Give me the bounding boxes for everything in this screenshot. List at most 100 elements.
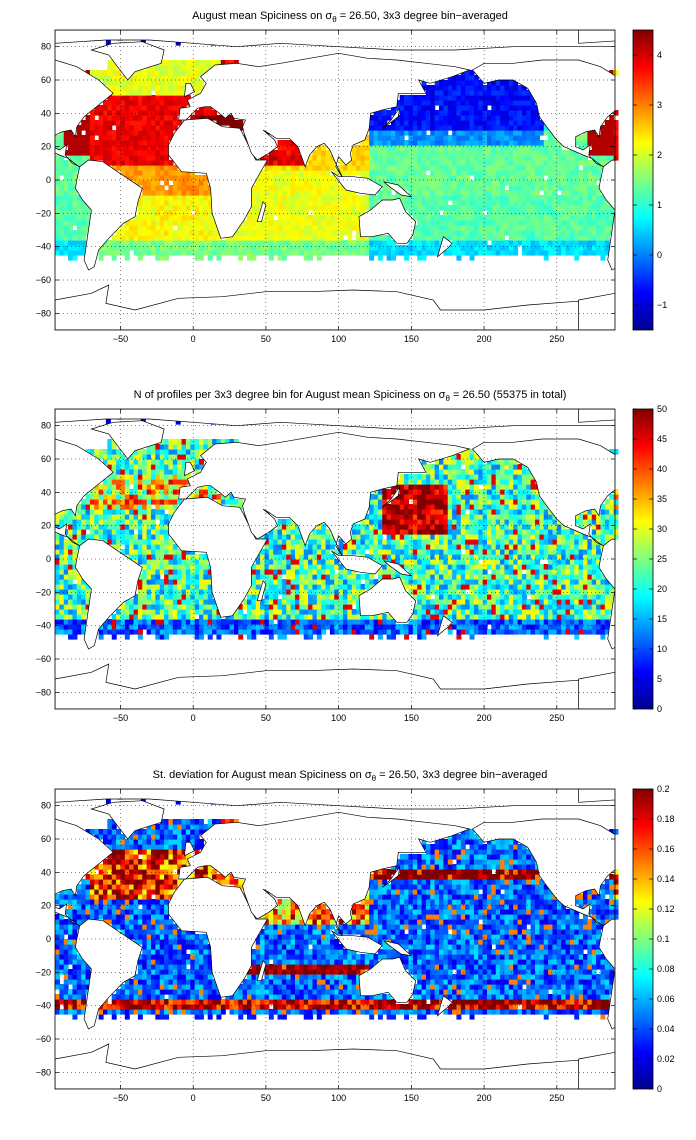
colorbar-tick-label: −1 (657, 300, 667, 310)
heatmap-cell (591, 584, 597, 590)
heatmap-cell (120, 80, 126, 86)
heatmap-cell (225, 120, 231, 126)
heatmap-cell (277, 634, 283, 640)
heatmap-cell (434, 170, 440, 176)
heatmap-cell (412, 160, 418, 166)
heatmap-cell (482, 95, 488, 101)
heatmap-cell (286, 574, 292, 580)
heatmap-cell (295, 629, 300, 635)
heatmap-cell (535, 205, 540, 211)
heatmap-cell (604, 609, 610, 615)
heatmap-cell (543, 599, 549, 605)
heatmap-cell (469, 135, 475, 141)
heatmap-cell (548, 180, 554, 186)
heatmap-cell (482, 130, 488, 136)
heatmap-cell (578, 135, 584, 141)
heatmap-cell (181, 70, 187, 76)
heatmap-cell (111, 235, 117, 241)
heatmap-cell (264, 225, 270, 231)
heatmap-cell (508, 165, 514, 171)
y-tick-label: 80 (41, 42, 51, 52)
heatmap-cell (399, 150, 405, 156)
heatmap-cell (116, 165, 122, 171)
heatmap-cell (151, 160, 156, 166)
heatmap-cell (151, 579, 156, 585)
heatmap-cell (268, 614, 274, 620)
heatmap-cell (548, 145, 554, 151)
heatmap-cell (364, 160, 370, 166)
heatmap-cell (94, 150, 100, 156)
heatmap-cell (185, 594, 191, 600)
heatmap-cell (508, 215, 514, 221)
panel-count-title: N of profiles per 3x3 degree bin for Aug… (134, 389, 567, 403)
heatmap-cell (356, 235, 362, 241)
heatmap-cell (137, 115, 143, 121)
heatmap-cell (168, 614, 174, 620)
heatmap-cell (151, 205, 156, 211)
heatmap-cell (552, 584, 558, 590)
heatmap-cell (137, 559, 143, 565)
heatmap-cell (609, 225, 615, 231)
heatmap-cell (491, 574, 497, 580)
heatmap-cell (425, 240, 431, 246)
heatmap-cell (55, 165, 60, 171)
heatmap-cell (111, 90, 117, 96)
heatmap-cell (596, 145, 602, 151)
heatmap-cell (469, 240, 475, 246)
heatmap-cell (68, 135, 74, 141)
heatmap-cell (417, 255, 423, 261)
heatmap-cell (264, 245, 270, 251)
heatmap-cell (286, 195, 292, 201)
heatmap-cell (264, 559, 270, 565)
heatmap-cell (308, 225, 314, 231)
heatmap-cell (63, 225, 69, 231)
heatmap-cell (81, 629, 87, 635)
heatmap-cell (609, 584, 615, 590)
heatmap-cell (491, 559, 497, 565)
heatmap-cell (85, 130, 91, 136)
heatmap-cell (181, 245, 187, 251)
heatmap-cell (469, 90, 475, 96)
heatmap-cell (587, 215, 593, 221)
heatmap-cell (508, 604, 514, 610)
heatmap-cell (421, 175, 427, 181)
heatmap-cell (72, 215, 78, 221)
heatmap-cell (369, 255, 375, 261)
heatmap-cell (452, 564, 458, 570)
heatmap-cell (412, 115, 418, 121)
heatmap-cell (129, 554, 135, 560)
heatmap-cell (89, 140, 95, 146)
heatmap-cell (268, 170, 274, 176)
heatmap-cell (495, 115, 501, 121)
heatmap-cell (364, 155, 370, 161)
heatmap-cell (569, 150, 575, 156)
heatmap-cell (513, 145, 519, 151)
heatmap-cell (417, 250, 423, 256)
heatmap-cell (552, 220, 558, 226)
heatmap-cell (469, 255, 475, 261)
heatmap-cell (391, 125, 396, 131)
heatmap-cell (199, 624, 204, 630)
heatmap-cell (260, 235, 266, 241)
heatmap-cell (517, 599, 523, 605)
heatmap-cell (264, 584, 270, 590)
heatmap-cell (220, 120, 226, 126)
heatmap-cell (151, 609, 156, 615)
heatmap-cell (295, 579, 300, 585)
heatmap-cell (199, 215, 204, 221)
heatmap-cell (417, 225, 423, 231)
heatmap-cell (325, 599, 331, 605)
x-tick-label: 250 (549, 334, 564, 344)
heatmap-cell (351, 200, 357, 206)
heatmap-cell (281, 619, 287, 625)
heatmap-cell (399, 579, 405, 585)
heatmap-cell (55, 599, 60, 605)
heatmap-cell (251, 574, 257, 580)
heatmap-cell (535, 185, 540, 191)
heatmap-cell (482, 584, 488, 590)
heatmap-cell (177, 185, 183, 191)
heatmap-cell (583, 579, 588, 585)
heatmap-cell (373, 170, 379, 176)
heatmap-cell (535, 145, 540, 151)
heatmap-cell (473, 150, 479, 156)
